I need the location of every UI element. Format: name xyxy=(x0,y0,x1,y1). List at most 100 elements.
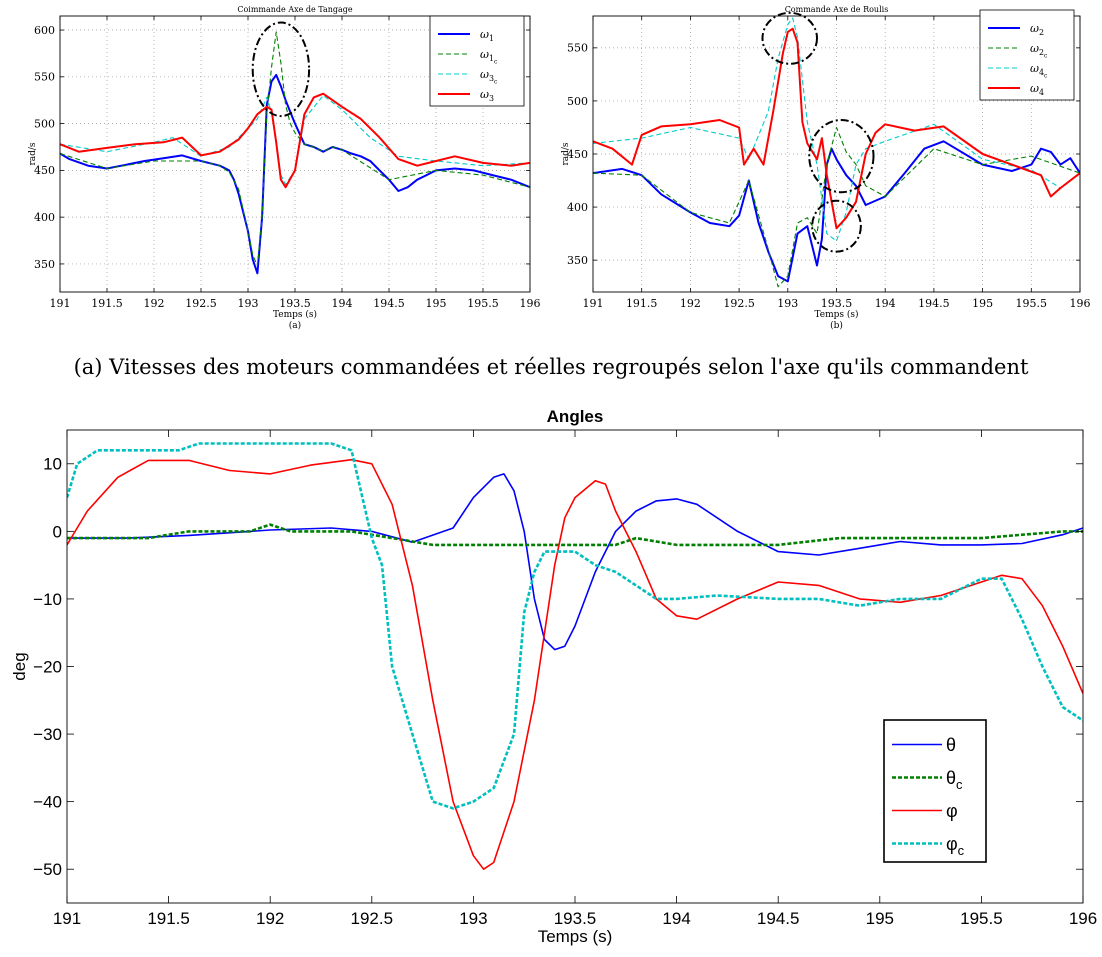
x-tick-label: 195 xyxy=(972,297,993,310)
x-tick-label: 192.5 xyxy=(723,297,755,310)
x-axis-label: Temps (s) xyxy=(273,309,317,320)
y-tick-label: 350 xyxy=(567,254,588,267)
legend-label-ω4: ω4 xyxy=(1030,82,1044,97)
chart-roll: 191 191.5 192 192.5 193 193.5 194 194.5 195 195.5… xyxy=(561,5,1091,331)
legend-label-ω2: ω2 xyxy=(1030,22,1044,37)
x-tick-label: 194.5 xyxy=(373,297,405,310)
series-line-ω3 xyxy=(60,92,530,189)
y-tick-label: 550 xyxy=(567,42,588,55)
y-axis-label: rad/s xyxy=(561,142,571,165)
figure-caption: (a) Vitesses des moteurs commandées et r… xyxy=(73,355,1029,379)
series-line-ω4 xyxy=(593,27,1080,230)
y-tick-label: 450 xyxy=(34,164,55,177)
y-tick-label: 550 xyxy=(34,71,55,84)
x-tick-label: 192 xyxy=(144,297,165,310)
legend-box xyxy=(979,9,1075,101)
chart-angles: 191 191.5 192 192.5 193 193.5 194 194.5 195 195.5… xyxy=(10,407,1097,946)
y-tick-label: 0 xyxy=(53,522,62,541)
y-tick-label: 600 xyxy=(34,24,55,37)
y-axis-label: rad/s xyxy=(28,142,38,165)
y-tick-label: −20 xyxy=(33,657,62,676)
x-axis-label: Temps (s) xyxy=(814,309,858,320)
legend-label-ω1: ω1 xyxy=(480,28,494,43)
series-line-φc xyxy=(67,442,1083,810)
series-line-θc xyxy=(67,523,1083,547)
legend-label-φ: φ xyxy=(946,801,958,821)
legend-label-ω2c: ω2c xyxy=(1030,42,1048,60)
x-tick-label: 191.5 xyxy=(91,297,123,310)
legend: ω1 ω1c ω3c ω3 xyxy=(429,15,525,107)
annotation-circle-3 xyxy=(811,199,862,253)
y-tick-label: 10 xyxy=(43,455,62,474)
y-tick-label: 350 xyxy=(34,258,55,271)
legend-label-ω1c: ω1c xyxy=(480,48,498,66)
x-tick-label: 193.5 xyxy=(821,297,853,310)
x-tick-label: 195.5 xyxy=(1016,297,1048,310)
panel-sublabel: (b) xyxy=(830,320,843,331)
x-tick-label: 196 xyxy=(520,297,541,310)
x-tick-label: 194 xyxy=(662,909,690,928)
y-tick-label: 500 xyxy=(567,95,588,108)
y-tick-label: 450 xyxy=(567,148,588,161)
x-tick-label: 193.5 xyxy=(554,909,597,928)
chart-title: Coimmande Axe de Tangage xyxy=(237,5,353,14)
y-tick-label: 500 xyxy=(34,117,55,130)
x-tick-label: 193 xyxy=(777,297,798,310)
chart-title: Commande Axe de Roulis xyxy=(785,5,889,14)
x-tick-label: 194.5 xyxy=(757,909,800,928)
series-group xyxy=(60,31,530,275)
y-tick-label: −10 xyxy=(33,590,62,609)
chart-title: Angles xyxy=(547,407,604,426)
series-line-ω4c xyxy=(593,17,1080,242)
series-group xyxy=(67,442,1083,870)
y-tick-label: −30 xyxy=(33,725,62,744)
legend-label-ω4c: ω4c xyxy=(1030,62,1048,80)
panel-sublabel: (a) xyxy=(289,320,301,331)
x-tick-label: 192 xyxy=(256,909,284,928)
x-tick-label: 195 xyxy=(866,909,894,928)
y-axis-label: deg xyxy=(10,652,29,680)
legend-label-θ: θ xyxy=(946,735,956,755)
x-tick-label: 193 xyxy=(459,909,487,928)
legend-label-ω3c: ω3c xyxy=(480,68,498,86)
legend-label-ω3: ω3 xyxy=(480,88,494,103)
y-tick-label: 400 xyxy=(34,211,55,224)
legend-box xyxy=(429,15,525,107)
x-tick-label: 196 xyxy=(1070,297,1091,310)
x-tick-label: 194 xyxy=(875,297,896,310)
legend-box xyxy=(883,719,987,863)
series-line-φ xyxy=(67,458,1083,870)
x-tick-label: 192.5 xyxy=(351,909,394,928)
series-group xyxy=(593,17,1080,288)
legend: θ θc φ φc xyxy=(883,719,987,863)
x-tick-label: 196 xyxy=(1069,909,1097,928)
legend-label-θc: θc xyxy=(946,768,963,792)
annotation-circle-2 xyxy=(808,119,875,194)
y-tick-label: −40 xyxy=(33,793,62,812)
x-tick-label: 193.5 xyxy=(279,297,311,310)
x-tick-label: 191 xyxy=(50,297,71,310)
series-line-ω2c xyxy=(593,126,1080,288)
legend: ω2 ω2c ω4c ω4 xyxy=(979,9,1075,101)
y-tick-label: −50 xyxy=(33,860,62,879)
x-tick-label: 193 xyxy=(238,297,259,310)
chart-pitch: 191 191.5 192 192.5 193 193.5 194 194.5 195 195.5… xyxy=(28,5,541,331)
x-tick-label: 192.5 xyxy=(185,297,217,310)
x-tick-label: 195 xyxy=(426,297,447,310)
x-axis-label: Temps (s) xyxy=(538,927,613,946)
x-tick-label: 191.5 xyxy=(626,297,658,310)
x-tick-label: 191.5 xyxy=(147,909,190,928)
x-tick-label: 195.5 xyxy=(960,909,1003,928)
series-line-ω1c xyxy=(60,31,530,267)
annotation-circle-1 xyxy=(251,21,311,118)
series-line-θ xyxy=(67,473,1083,651)
x-tick-label: 194.5 xyxy=(918,297,950,310)
x-tick-label: 191 xyxy=(583,297,604,310)
x-tick-label: 192 xyxy=(680,297,701,310)
annotation-circle-1 xyxy=(761,11,819,65)
y-tick-label: 400 xyxy=(567,201,588,214)
x-tick-label: 195.5 xyxy=(467,297,499,310)
x-tick-label: 194 xyxy=(332,297,353,310)
x-tick-label: 191 xyxy=(53,909,81,928)
